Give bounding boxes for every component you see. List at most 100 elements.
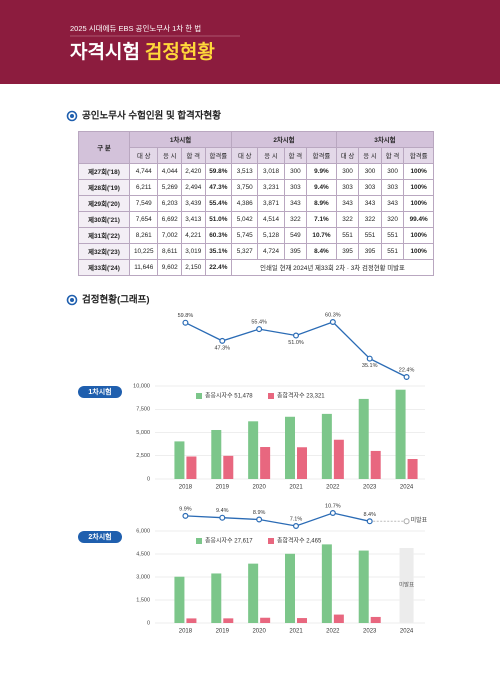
cell: 47.3% xyxy=(204,179,233,196)
y-tick-label: 6,000 xyxy=(136,528,150,534)
legend-swatch xyxy=(196,393,202,399)
rate-label: 8.4% xyxy=(363,512,376,518)
cell: 303 xyxy=(380,179,405,196)
legend-label: 총합격자수 2,465 xyxy=(277,537,322,545)
cell: 4,514 xyxy=(257,211,285,228)
cell: 100% xyxy=(403,179,434,196)
cell: 7,654 xyxy=(128,211,159,228)
bar xyxy=(333,439,344,479)
placeholder-bar xyxy=(399,548,414,623)
badge-label: 2차시험 xyxy=(88,532,111,541)
rate-label: 10.7% xyxy=(325,503,341,509)
cell: 2,150 xyxy=(181,259,206,276)
row-label: 제28회('19) xyxy=(78,179,130,196)
subheader: 대 상 xyxy=(128,147,159,164)
cell: 8.9% xyxy=(306,195,337,212)
x-tick-label: 2021 xyxy=(289,485,303,491)
bar xyxy=(186,618,197,623)
cell: 6,692 xyxy=(157,211,183,228)
bar xyxy=(358,398,369,479)
cell: 3,231 xyxy=(257,179,285,196)
cell: 343 xyxy=(380,195,405,212)
row-label: 제27회('18) xyxy=(78,163,130,180)
rate-dot xyxy=(182,512,189,519)
legend-label: 총합격자수 23,321 xyxy=(277,392,325,400)
cell: 9.9% xyxy=(306,163,337,180)
y-tick-label: 0 xyxy=(147,620,150,626)
x-tick-label: 2018 xyxy=(179,629,193,635)
rate-dot xyxy=(366,355,373,362)
unreleased-label: 미발표 xyxy=(411,516,428,524)
cell: 4,724 xyxy=(257,243,285,260)
bar xyxy=(174,576,185,623)
cell: 55.4% xyxy=(204,195,233,212)
cell: 303 xyxy=(283,179,308,196)
cell: 322 xyxy=(283,211,308,228)
subheader: 합격률 xyxy=(204,147,233,164)
x-tick-label: 2022 xyxy=(326,629,340,635)
cell: 5,327 xyxy=(231,243,259,260)
y-tick-label: 0 xyxy=(147,476,150,482)
subheader: 응 시 xyxy=(157,147,183,164)
cell: 3,019 xyxy=(181,243,206,260)
bar xyxy=(260,447,271,479)
subheader: 응 시 xyxy=(358,147,382,164)
rate-label: 55.4% xyxy=(251,320,267,326)
cell: 7.1% xyxy=(306,211,337,228)
cell: 551 xyxy=(335,227,360,244)
cell: 395 xyxy=(358,243,382,260)
rate-label: 7.1% xyxy=(290,516,303,522)
rate-dot xyxy=(293,332,300,339)
rate-dot xyxy=(366,518,373,525)
rate-dot xyxy=(182,319,189,326)
cell: 549 xyxy=(283,227,308,244)
cell: 11,646 xyxy=(128,259,159,276)
cell: 395 xyxy=(283,243,308,260)
cell: 8.4% xyxy=(306,243,337,260)
rate-label: 8.9% xyxy=(253,510,266,516)
cell: 6,203 xyxy=(157,195,183,212)
cell: 322 xyxy=(335,211,360,228)
bar xyxy=(333,614,344,623)
rate-dot xyxy=(293,522,300,529)
bullet xyxy=(70,298,74,302)
badge xyxy=(78,386,122,398)
note: 인쇄일 현재 2024년 제33회 2차 · 3차 검정현황 미발표 xyxy=(231,259,434,276)
table-row: 제32회('23) 10,225 8,611 3,019 35.1% 5,327 4,724… xyxy=(78,243,434,260)
cell: 300 xyxy=(358,163,382,180)
x-tick-label: 2022 xyxy=(326,485,340,491)
y-tick-label: 1,500 xyxy=(136,597,150,603)
cell: 3,750 xyxy=(231,179,259,196)
cell: 343 xyxy=(283,195,308,212)
rate-label: 9.9% xyxy=(179,506,192,512)
cell: 300 xyxy=(380,163,405,180)
cell: 2,494 xyxy=(181,179,206,196)
bar xyxy=(211,429,222,479)
section-title: 공인노무사 수험인원 및 합격자현황 xyxy=(82,110,221,122)
cell: 99.4% xyxy=(403,211,434,228)
badge-label: 1차시험 xyxy=(88,387,111,396)
corner-cell: 구 분 xyxy=(78,131,130,164)
group-header: 2차시험 xyxy=(231,131,337,148)
cell: 7,002 xyxy=(157,227,183,244)
cell: 9.4% xyxy=(306,179,337,196)
bar xyxy=(297,447,307,479)
row-label: 제31회('22) xyxy=(78,227,130,244)
group-header: 1차시험 xyxy=(128,131,233,148)
cell: 3,413 xyxy=(181,211,206,228)
bar xyxy=(321,544,332,623)
cell: 300 xyxy=(335,163,360,180)
cell: 551 xyxy=(380,243,405,260)
table-row: 제27회('18) 4,744 4,044 2,420 59.8% 3,513 3,018 3… xyxy=(78,163,434,180)
cell: 60.3% xyxy=(204,227,233,244)
cell: 100% xyxy=(403,195,434,212)
rate-dot xyxy=(329,510,336,517)
y-tick-label: 4,500 xyxy=(136,551,150,557)
cell: 3,439 xyxy=(181,195,206,212)
x-tick-label: 2023 xyxy=(363,629,377,635)
y-tick-label: 10,000 xyxy=(133,383,150,389)
y-tick-label: 7,500 xyxy=(136,407,150,413)
cell: 51.0% xyxy=(204,211,233,228)
